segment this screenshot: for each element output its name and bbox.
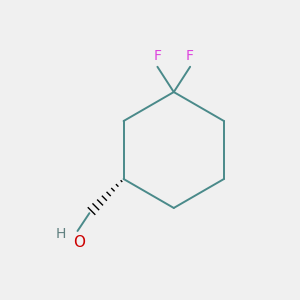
Text: H: H xyxy=(56,227,66,241)
Text: F: F xyxy=(186,49,194,63)
Text: O: O xyxy=(73,236,85,250)
Text: F: F xyxy=(153,49,161,63)
